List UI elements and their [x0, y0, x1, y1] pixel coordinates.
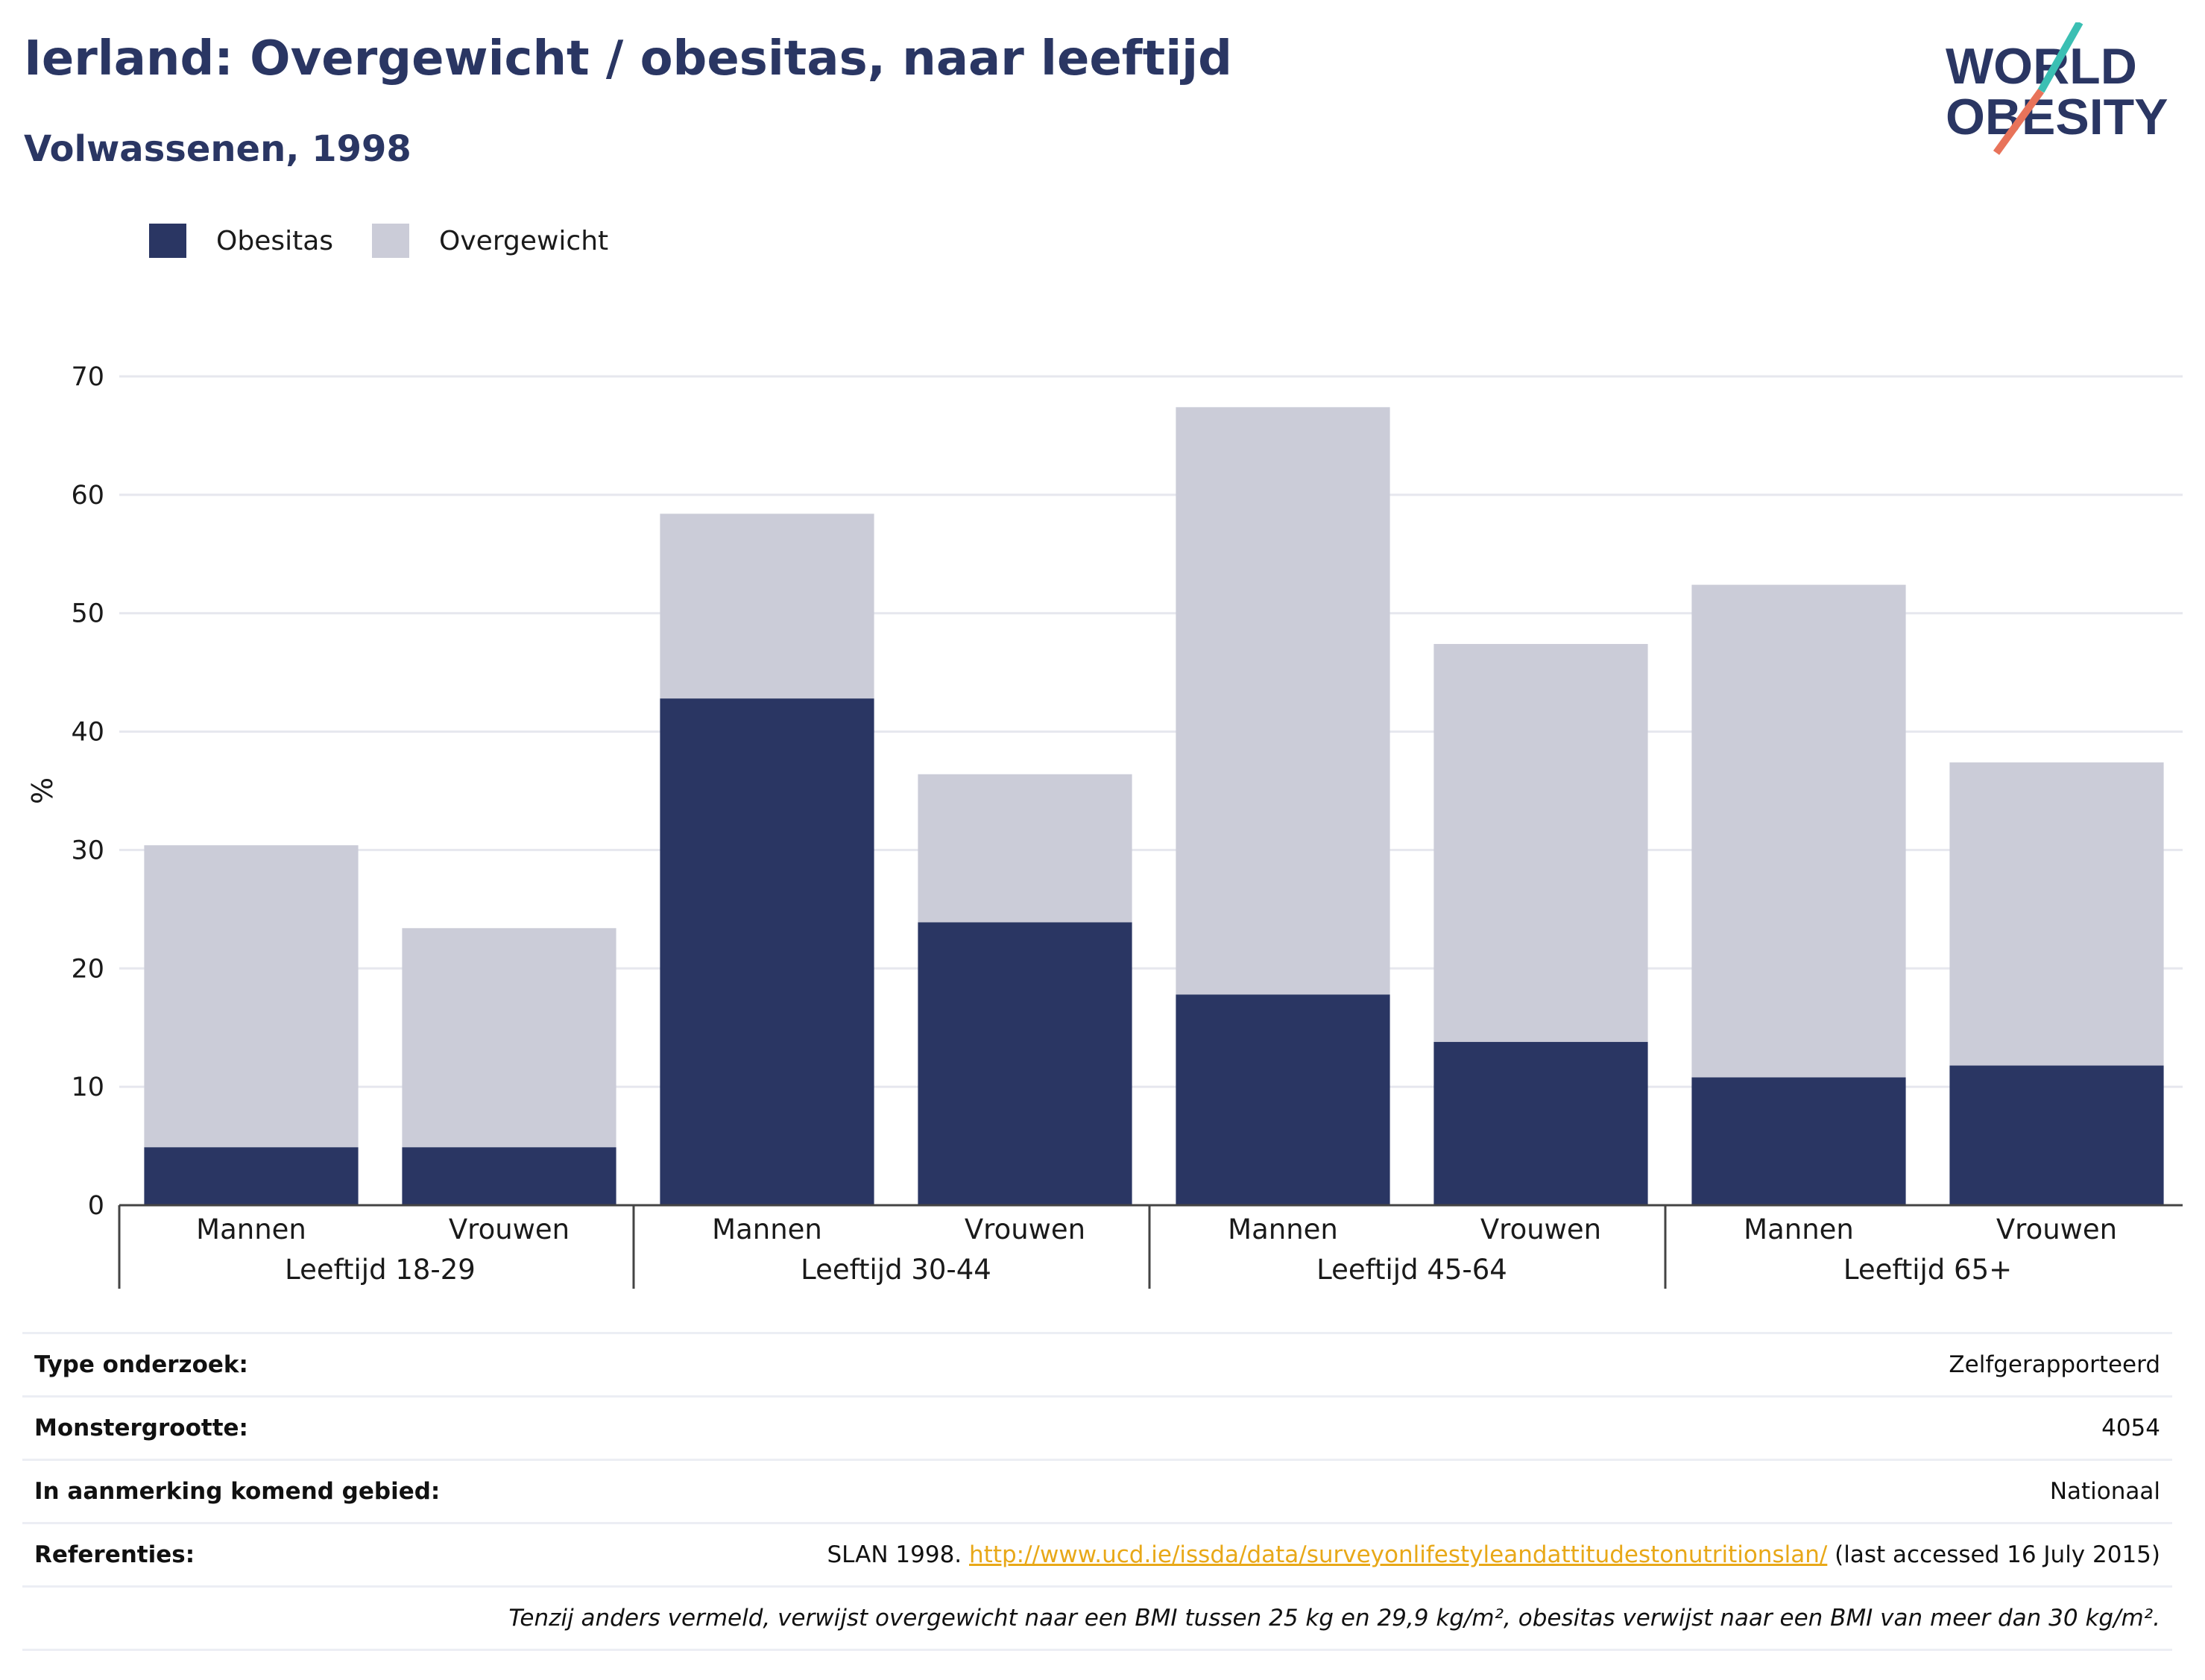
- x-tick-label: Mannen: [1228, 1213, 1338, 1245]
- bar-obesitas[interactable]: [1433, 1041, 1648, 1205]
- bar-overgewicht[interactable]: [1949, 762, 2164, 1066]
- x-tick-label: Vrouwen: [1480, 1213, 1601, 1245]
- y-tick-label: 40: [71, 718, 104, 748]
- group-label: Leeftijd 30-44: [801, 1254, 991, 1286]
- info-table: Type onderzoek: Zelfgerapporteerd Monste…: [22, 1332, 2172, 1651]
- bar-overgewicht[interactable]: [144, 845, 359, 1148]
- bar-obesitas[interactable]: [144, 1147, 359, 1205]
- bar-obesitas[interactable]: [660, 698, 874, 1205]
- info-label-area: In aanmerking komend gebied:: [34, 1478, 441, 1505]
- x-tick-label: Mannen: [712, 1213, 822, 1245]
- info-value-sample: 4054: [2101, 1415, 2160, 1441]
- x-tick-label: Mannen: [196, 1213, 306, 1245]
- logo-line2: OBESITY: [1946, 89, 2168, 145]
- world-obesity-logo: WORLD OBESITY: [1946, 22, 2168, 155]
- info-label-sample: Monstergrootte:: [34, 1415, 248, 1441]
- bar-overgewicht[interactable]: [402, 928, 616, 1148]
- bar-overgewicht[interactable]: [660, 514, 874, 699]
- y-tick-label: 50: [71, 599, 104, 629]
- bar-overgewicht[interactable]: [1176, 407, 1390, 995]
- y-tick-label: 60: [71, 481, 104, 511]
- info-value-area: Nationaal: [2049, 1478, 2160, 1505]
- info-row-type: Type onderzoek: Zelfgerapporteerd: [22, 1332, 2172, 1395]
- bar-obesitas[interactable]: [1949, 1065, 2164, 1205]
- y-tick-label: 70: [71, 362, 104, 392]
- info-row-references: Referenties: SLAN 1998. http://www.ucd.i…: [22, 1522, 2172, 1585]
- legend-label-obesitas: Obesitas: [216, 225, 334, 256]
- y-tick-label: 20: [71, 954, 104, 984]
- bar-obesitas[interactable]: [918, 922, 1132, 1205]
- definition-note: Tenzij anders vermeld, verwijst overgewi…: [508, 1605, 2160, 1632]
- y-tick-label: 10: [71, 1073, 104, 1102]
- info-row-area: In aanmerking komend gebied: Nationaal: [22, 1459, 2172, 1522]
- x-tick-label: Vrouwen: [1996, 1213, 2117, 1245]
- group-label: Leeftijd 18-29: [285, 1254, 476, 1286]
- bar-overgewicht[interactable]: [1691, 584, 1906, 1078]
- chart-legend: Obesitas Overgewicht: [149, 220, 647, 262]
- legend-item-obesitas[interactable]: Obesitas: [149, 224, 333, 258]
- x-tick-label: Mannen: [1744, 1213, 1854, 1245]
- bar-obesitas[interactable]: [1691, 1077, 1906, 1205]
- group-label: Leeftijd 45-64: [1316, 1254, 1507, 1286]
- info-label-type: Type onderzoek:: [34, 1351, 248, 1378]
- reference-prefix: SLAN 1998.: [827, 1541, 962, 1568]
- legend-swatch-overgewicht: [372, 224, 410, 258]
- reference-link[interactable]: http://www.ucd.ie/issda/data/surveyonlif…: [969, 1541, 1828, 1568]
- bar-overgewicht[interactable]: [918, 774, 1132, 923]
- logo-slash-top: [2037, 22, 2083, 93]
- legend-swatch-obesitas: [149, 224, 186, 258]
- info-value-type: Zelfgerapporteerd: [1949, 1351, 2160, 1378]
- info-row-sample: Monstergrootte: 4054: [22, 1395, 2172, 1459]
- x-tick-label: Vrouwen: [965, 1213, 1085, 1245]
- legend-label-overgewicht: Overgewicht: [439, 225, 609, 256]
- y-tick-label: 30: [71, 836, 104, 865]
- y-tick-label: 0: [88, 1191, 104, 1221]
- legend-item-overgewicht[interactable]: Overgewicht: [372, 224, 608, 258]
- info-row-note: Tenzij anders vermeld, verwijst overgewi…: [22, 1585, 2172, 1651]
- x-tick-label: Vrouwen: [449, 1213, 570, 1245]
- info-value-references: SLAN 1998. http://www.ucd.ie/issda/data/…: [827, 1541, 2161, 1568]
- bar-obesitas[interactable]: [1176, 994, 1390, 1205]
- bar-chart: 0 10 20 30 40 50 60 70% Mannen Vrouwen Mannen Vrouw…: [26, 362, 2183, 1289]
- bar-obesitas[interactable]: [402, 1147, 616, 1205]
- logo-slash-bottom: [1993, 89, 2045, 155]
- page-subtitle: Volwassenen, 1998: [24, 128, 411, 170]
- info-label-references: Referenties:: [34, 1541, 195, 1568]
- y-axis-label: %: [26, 777, 59, 804]
- bar-overgewicht[interactable]: [1433, 644, 1648, 1042]
- page-title: Ierland: Overgewicht / obesitas, naar le…: [24, 31, 1232, 86]
- reference-suffix: (last accessed 16 July 2015): [1835, 1541, 2160, 1568]
- group-label: Leeftijd 65+: [1843, 1254, 2012, 1286]
